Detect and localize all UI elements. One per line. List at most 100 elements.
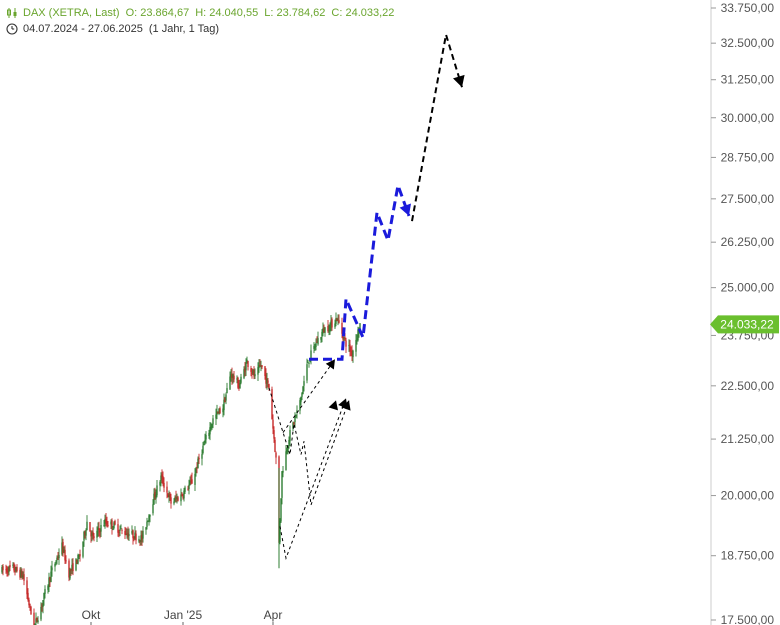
period-row: 04.07.2024 - 27.06.2025 (1 Jahr, 1 Tag) bbox=[6, 21, 394, 37]
candle-body bbox=[117, 524, 119, 533]
candle bbox=[55, 560, 57, 566]
high-value: 24.040,55 bbox=[209, 7, 259, 19]
candle bbox=[148, 514, 150, 526]
candle bbox=[89, 521, 91, 532]
candle-body bbox=[15, 567, 17, 571]
candle bbox=[26, 577, 28, 599]
candle bbox=[313, 342, 315, 354]
candle bbox=[170, 493, 172, 509]
candle bbox=[294, 412, 296, 428]
candle-body bbox=[343, 337, 345, 339]
candle bbox=[78, 554, 80, 559]
candle bbox=[103, 519, 105, 527]
candle-body bbox=[189, 480, 191, 485]
candle bbox=[50, 565, 52, 583]
candle bbox=[196, 462, 198, 474]
candle bbox=[77, 553, 79, 565]
candle-body bbox=[183, 490, 185, 499]
candle bbox=[237, 376, 239, 390]
candle-body bbox=[237, 377, 239, 388]
candle bbox=[121, 528, 123, 535]
candle bbox=[300, 396, 302, 406]
projection-line bbox=[309, 179, 411, 361]
candle bbox=[167, 492, 169, 498]
candle-body bbox=[281, 471, 283, 498]
candle-body bbox=[306, 364, 308, 381]
candle-body bbox=[126, 533, 128, 535]
candle-body bbox=[155, 494, 157, 499]
candle bbox=[131, 525, 133, 535]
candle bbox=[250, 365, 252, 377]
candle-body bbox=[93, 536, 95, 538]
candle bbox=[253, 366, 255, 380]
candle-body bbox=[231, 373, 233, 379]
candle bbox=[106, 516, 108, 528]
candle bbox=[28, 597, 30, 608]
candle-body bbox=[170, 497, 172, 504]
y-tick-label: 17.500,00 bbox=[721, 613, 775, 625]
x-tick-label: Okt bbox=[82, 608, 101, 622]
candle-body bbox=[254, 374, 256, 377]
candle-body bbox=[177, 497, 179, 501]
y-tick-label: 26.250,00 bbox=[721, 235, 775, 249]
clock-icon[interactable] bbox=[6, 23, 18, 35]
candle-body bbox=[264, 366, 266, 377]
candle-body bbox=[76, 559, 78, 564]
candle bbox=[14, 564, 16, 576]
candle-body bbox=[90, 531, 92, 537]
candle-body bbox=[259, 365, 261, 367]
candle bbox=[306, 358, 308, 384]
ohlc-row: DAX (XETRA, Last) O: 23.864,67 H: 24.040… bbox=[6, 5, 394, 21]
x-axis: Okt Jan '25 Apr bbox=[82, 608, 282, 625]
candle-body bbox=[70, 569, 72, 571]
candle-body bbox=[313, 345, 315, 349]
candle-body bbox=[16, 566, 18, 572]
candlestick-icon[interactable] bbox=[6, 7, 18, 19]
candle-body bbox=[344, 337, 346, 340]
y-tick-label: 22.500,00 bbox=[721, 379, 775, 393]
projection-line bbox=[411, 34, 463, 222]
candlestick-series bbox=[1, 312, 361, 625]
candle-body bbox=[145, 527, 147, 530]
candle-body bbox=[8, 566, 10, 572]
candle-body bbox=[288, 439, 290, 445]
candle-body bbox=[111, 520, 113, 529]
candle bbox=[232, 373, 234, 384]
candle-body bbox=[303, 381, 305, 386]
candle bbox=[303, 375, 305, 392]
candle-body bbox=[244, 368, 246, 372]
candle-body bbox=[265, 374, 267, 384]
candle-body bbox=[271, 389, 273, 420]
y-axis: 33.750,00 32.500,00 31.250,00 30.000,00 28.7… bbox=[711, 1, 774, 625]
candle-body bbox=[230, 374, 232, 378]
candle bbox=[222, 404, 224, 418]
candle bbox=[174, 495, 176, 503]
candle-body bbox=[279, 521, 281, 543]
candle-body bbox=[260, 365, 262, 367]
candle bbox=[231, 367, 233, 385]
candle bbox=[56, 555, 58, 565]
candle-body bbox=[147, 520, 149, 522]
candle bbox=[264, 366, 266, 380]
candle-body bbox=[55, 561, 57, 563]
candle bbox=[69, 567, 71, 581]
candle-body bbox=[243, 369, 245, 379]
candle-body bbox=[40, 606, 42, 620]
candle-body bbox=[139, 540, 141, 542]
candle-body bbox=[196, 467, 198, 469]
candle bbox=[41, 603, 43, 612]
candle bbox=[352, 349, 354, 363]
candle bbox=[204, 433, 206, 445]
candle bbox=[181, 492, 183, 497]
candle-body bbox=[247, 360, 249, 367]
candle bbox=[27, 588, 29, 602]
candle bbox=[84, 530, 86, 539]
candle-body bbox=[180, 494, 182, 502]
candle bbox=[114, 519, 116, 526]
candle-body bbox=[187, 488, 189, 490]
candle bbox=[7, 566, 9, 577]
candle bbox=[280, 498, 282, 523]
candle bbox=[350, 346, 352, 357]
candle-body bbox=[238, 386, 240, 388]
